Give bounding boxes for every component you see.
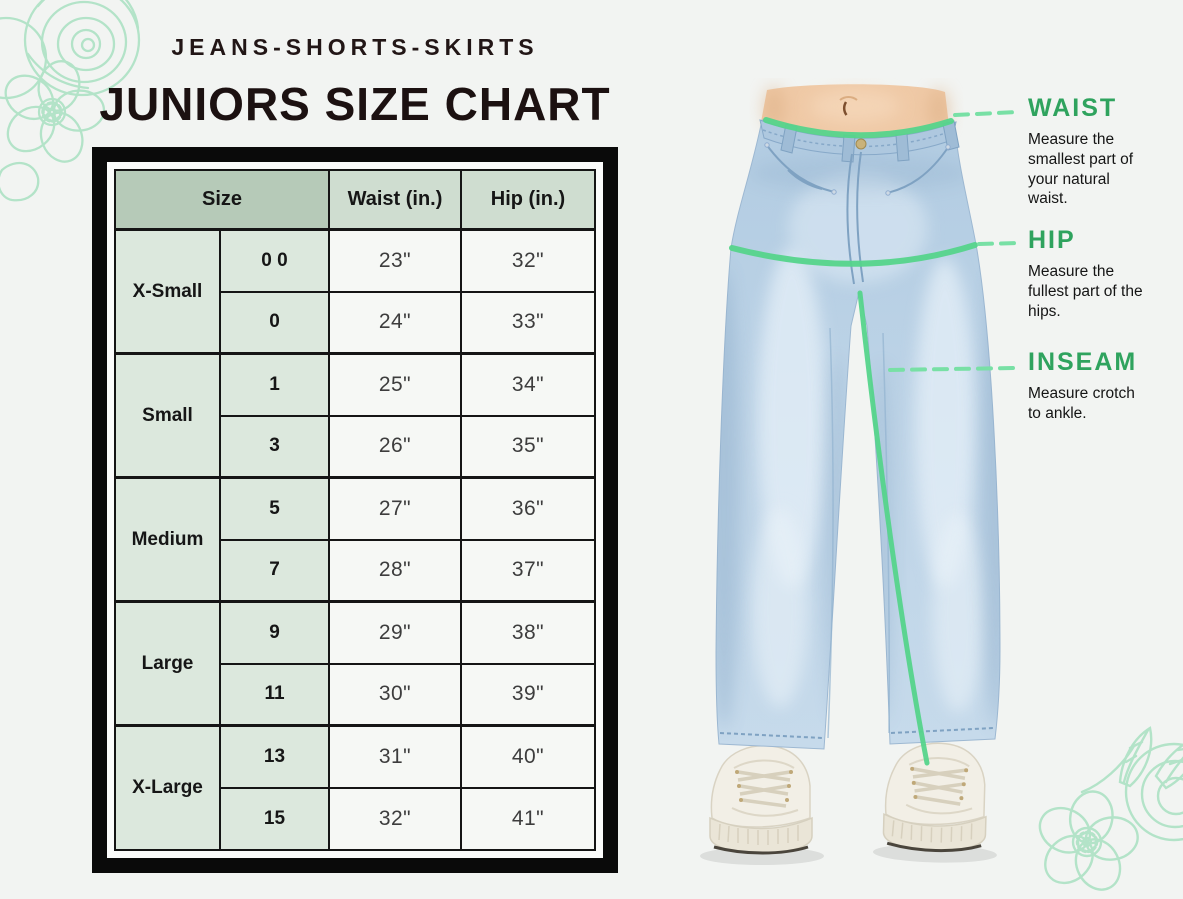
hip-value-cell: 38" [460, 600, 596, 665]
size-value-cell: 11 [219, 662, 330, 727]
hip-value-cell: 39" [460, 662, 596, 727]
size-value-cell: 0 [219, 290, 330, 355]
size-value-cell: 13 [219, 724, 330, 789]
waist-value-cell: 23" [328, 228, 462, 293]
waist-value-cell: 30" [328, 662, 462, 727]
hip-measure-line [729, 242, 978, 267]
guide-inseam-description: Measure crotch to ankle. [1028, 385, 1135, 422]
table-row: 3 26" 35" [115, 414, 596, 479]
table-row: Medium 5 27" 36" [114, 476, 596, 603]
hip-value-cell: 36" [460, 476, 596, 541]
waist-measure-line [763, 117, 954, 139]
size-group-cell: Large [114, 600, 221, 727]
hip-value-cell: 41" [460, 786, 596, 851]
waist-value-cell: 25" [328, 352, 462, 417]
header: JEANS-SHORTS-SKIRTS JUNIORS SIZE CHART [88, 34, 622, 131]
hip-value-cell: 33" [460, 290, 596, 355]
size-chart-table: Size Waist (in.) Hip (in.) X-Small 0 0 2… [114, 169, 596, 851]
hip-connector-line [977, 241, 1020, 246]
guide-hip-title: HIP [1028, 226, 1076, 254]
page-title: JUNIORS SIZE CHART [99, 78, 611, 130]
waist-value-cell: 32" [328, 786, 462, 851]
waist-column-header: Waist (in.) [328, 169, 462, 231]
waist-connector-line [953, 110, 1020, 117]
table-row: Large 9 29" 38" [114, 600, 596, 727]
guide-hip-description: Measure the fullest part of the hips. [1028, 263, 1143, 320]
hip-column-header: Hip (in.) [460, 169, 596, 231]
guide-waist: WAIST Measure the smallest part of your … [1028, 94, 1180, 209]
right-shoe [870, 739, 1002, 866]
table-row: 11 30" 39" [115, 662, 596, 727]
inseam-measure-line [857, 290, 930, 766]
size-group-cell: X-Large [114, 724, 221, 851]
hip-value-cell: 35" [460, 414, 596, 479]
size-value-cell: 7 [219, 538, 330, 603]
hip-value-cell: 40" [460, 724, 596, 789]
waist-value-cell: 28" [328, 538, 462, 603]
hip-value-cell: 32" [460, 228, 596, 293]
page-subtitle: JEANS-SHORTS-SKIRTS [171, 34, 539, 60]
jeans [715, 119, 1001, 750]
floral-decoration-top-left [0, 0, 141, 202]
size-value-cell: 0 0 [219, 228, 330, 293]
waist-value-cell: 26" [328, 414, 462, 479]
table-header-row: Size Waist (in.) Hip (in.) [114, 169, 596, 231]
table-row: Small 1 25" 34" [114, 352, 596, 479]
waist-value-cell: 31" [328, 724, 462, 789]
size-value-cell: 5 [219, 476, 330, 541]
size-value-cell: 3 [219, 414, 330, 479]
size-column-header: Size [114, 169, 330, 231]
table-row: X-Small 0 0 23" 32" [114, 228, 596, 355]
table-row: 0 24" 33" [115, 290, 596, 355]
size-group-cell: X-Small [114, 228, 221, 355]
guide-waist-title: WAIST [1028, 94, 1118, 122]
guide-inseam: INSEAM Measure crotch to ankle. [1028, 348, 1180, 424]
table-row: 15 32" 41" [115, 786, 596, 851]
waist-value-cell: 24" [328, 290, 462, 355]
waist-value-cell: 27" [328, 476, 462, 541]
hip-value-cell: 37" [460, 538, 596, 603]
size-value-cell: 15 [219, 786, 330, 851]
guide-waist-description: Measure the smallest part of your natura… [1028, 131, 1134, 208]
waist-value-cell: 29" [328, 600, 462, 665]
left-shoe [698, 743, 826, 867]
navel [842, 101, 848, 116]
floral-decoration-bottom-right [1038, 726, 1183, 891]
table-row: 7 28" 37" [115, 538, 596, 603]
inseam-connector-line [888, 366, 1016, 372]
model-photo [698, 84, 1020, 867]
hip-value-cell: 34" [460, 352, 596, 417]
table-row: X-Large 13 31" 40" [114, 724, 596, 851]
size-value-cell: 9 [219, 600, 330, 665]
size-value-cell: 1 [219, 352, 330, 417]
size-group-cell: Small [114, 352, 221, 479]
guide-hip: HIP Measure the fullest part of the hips… [1028, 226, 1180, 321]
size-chart-frame: Size Waist (in.) Hip (in.) X-Small 0 0 2… [92, 147, 618, 873]
jeans-button [855, 138, 867, 150]
size-group-cell: Medium [114, 476, 221, 603]
guide-inseam-title: INSEAM [1028, 348, 1138, 376]
